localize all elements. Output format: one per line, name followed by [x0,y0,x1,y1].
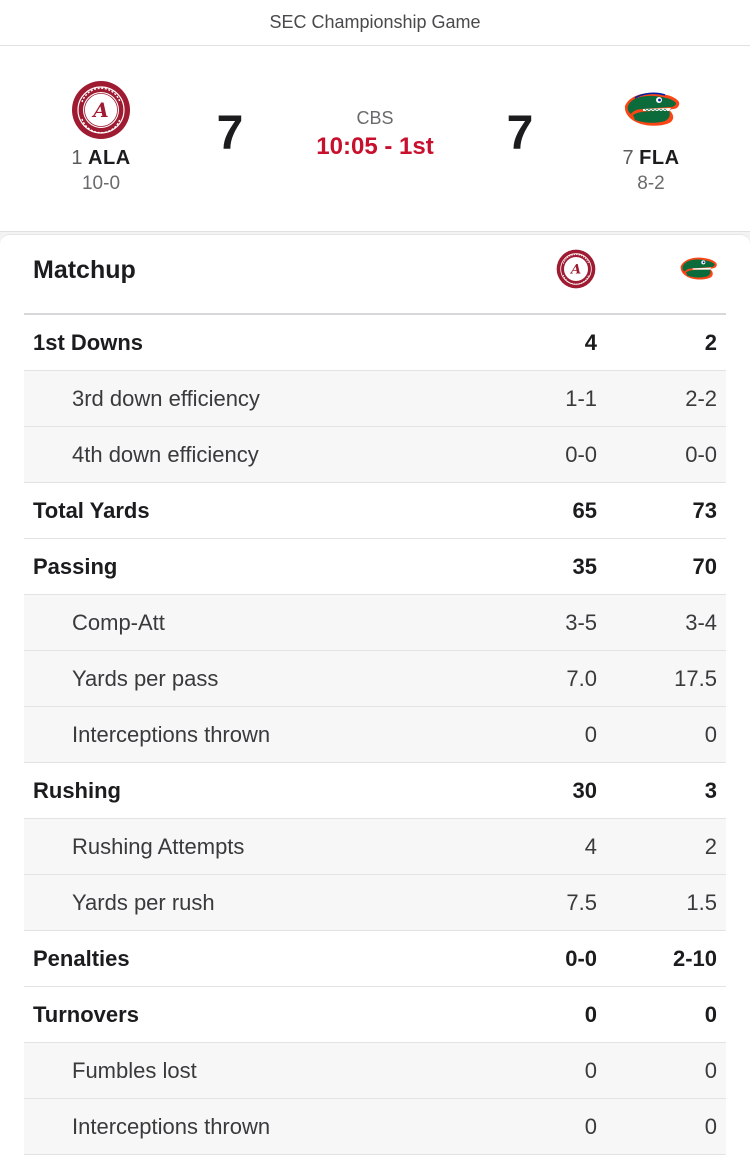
florida-gators-logo-icon [680,257,717,280]
home-stat-value: 2 [704,834,717,859]
home-stat-value: 2-2 [685,386,717,411]
stat-row: Rushing 30 3 [24,763,726,819]
stat-row: Yards per pass 7.0 17.5 [24,651,726,707]
stat-label: Yards per rush [72,890,215,915]
stat-label: 1st Downs [33,330,144,355]
alabama-crimson-tide-logo-icon: A [72,81,130,139]
away-rank: 1 [71,147,83,169]
home-stat-value: 0 [704,1114,717,1139]
away-score: 7 [216,107,244,160]
away-stat-value: 0-0 [565,442,597,467]
florida-gators-logo-icon [624,92,680,126]
tv-network: CBS [356,108,394,128]
home-stat-value: 0 [704,1058,717,1083]
home-rank: 7 [622,147,634,169]
away-stat-value: 0 [584,722,597,747]
game-status: CBS 10:05 - 1st [275,106,475,162]
stat-label: 4th down efficiency [72,442,259,467]
stat-row: Turnovers 0 0 [24,987,726,1043]
stat-label: Penalties [33,946,130,971]
away-team[interactable]: A 1 ALA 10-0 [36,80,166,196]
svg-text:A: A [569,262,581,278]
home-stat-value: 2-10 [672,946,717,971]
stat-label: Interceptions thrown [72,722,271,747]
scoreboard: A 1 ALA 10-0 7 CBS 10:05 - 1st 7 7 FLA [0,46,750,232]
stat-row: Passing 35 70 [24,539,726,595]
svg-text:A: A [91,98,109,122]
stat-row: Comp-Att 3-5 3-4 [24,595,726,651]
away-stat-value: 3-5 [565,610,597,635]
away-abbr: ALA [88,147,131,169]
away-stat-value: 0 [584,1114,597,1139]
away-stat-value: 65 [572,498,597,523]
stat-row: Interceptions thrown 0 0 [24,707,726,763]
matchup-stats-table: 1st Downs 4 2 3rd down efficiency 1-1 2-2 4t… [24,315,726,1155]
stat-row: 4th down efficiency 0-0 0-0 [24,427,726,483]
home-stat-value: 73 [692,498,717,523]
away-stat-value: 0 [584,1058,597,1083]
home-abbr: FLA [639,147,680,169]
away-stat-value: 0 [584,1002,597,1027]
home-stat-value: 1.5 [686,890,717,915]
home-stat-value: 0 [704,722,717,747]
home-stat-value: 70 [692,554,717,579]
home-record: 8-2 [637,173,665,194]
home-stat-value: 0-0 [685,442,717,467]
home-score: 7 [506,107,534,160]
stat-row: 1st Downs 4 2 [24,315,726,371]
away-stat-value: 0-0 [565,946,597,971]
away-stat-value: 7.0 [566,666,597,691]
stat-row: Fumbles lost 0 0 [24,1043,726,1099]
stat-label: Fumbles lost [72,1058,197,1083]
away-stat-value: 1-1 [565,386,597,411]
game-clock: 10:05 - 1st [316,133,434,160]
away-record: 10-0 [81,173,121,194]
home-stat-value: 2 [704,330,717,355]
stat-row: Interceptions thrown 0 0 [24,1099,726,1155]
matchup-header: Matchup A [24,235,726,315]
home-stat-value: 3 [704,778,717,803]
stat-label: Passing [33,554,118,579]
away-stat-value: 35 [572,554,597,579]
stat-row: Yards per rush 7.5 1.5 [24,875,726,931]
matchup-card: Matchup A 1st Downs 4 2 3rd down efficienc… [0,234,750,1174]
home-stat-value: 17.5 [674,666,717,691]
stat-label: Yards per pass [72,666,219,691]
stat-row: Total Yards 65 73 [24,483,726,539]
stat-row: 3rd down efficiency 1-1 2-2 [24,371,726,427]
home-team[interactable]: 7 FLA 8-2 [586,80,716,196]
stat-label: Comp-Att [72,610,165,635]
header-title: SEC Championship Game [0,0,750,46]
stat-label: Turnovers [33,1002,139,1027]
away-stat-value: 30 [572,778,597,803]
away-stat-value: 7.5 [566,890,597,915]
stat-label: Rushing Attempts [72,834,245,859]
stat-row: Rushing Attempts 4 2 [24,819,726,875]
stat-label: Interceptions thrown [72,1114,271,1139]
stat-label: Total Yards [33,498,150,523]
alabama-crimson-tide-logo-icon: A [556,249,596,289]
stat-row: Penalties 0-0 2-10 [24,931,726,987]
matchup-title: Matchup [33,256,136,284]
home-stat-value: 0 [704,1002,717,1027]
stat-label: 3rd down efficiency [72,386,260,411]
home-stat-value: 3-4 [685,610,717,635]
stat-label: Rushing [33,778,121,803]
away-stat-value: 4 [584,834,597,859]
away-stat-value: 4 [584,330,597,355]
